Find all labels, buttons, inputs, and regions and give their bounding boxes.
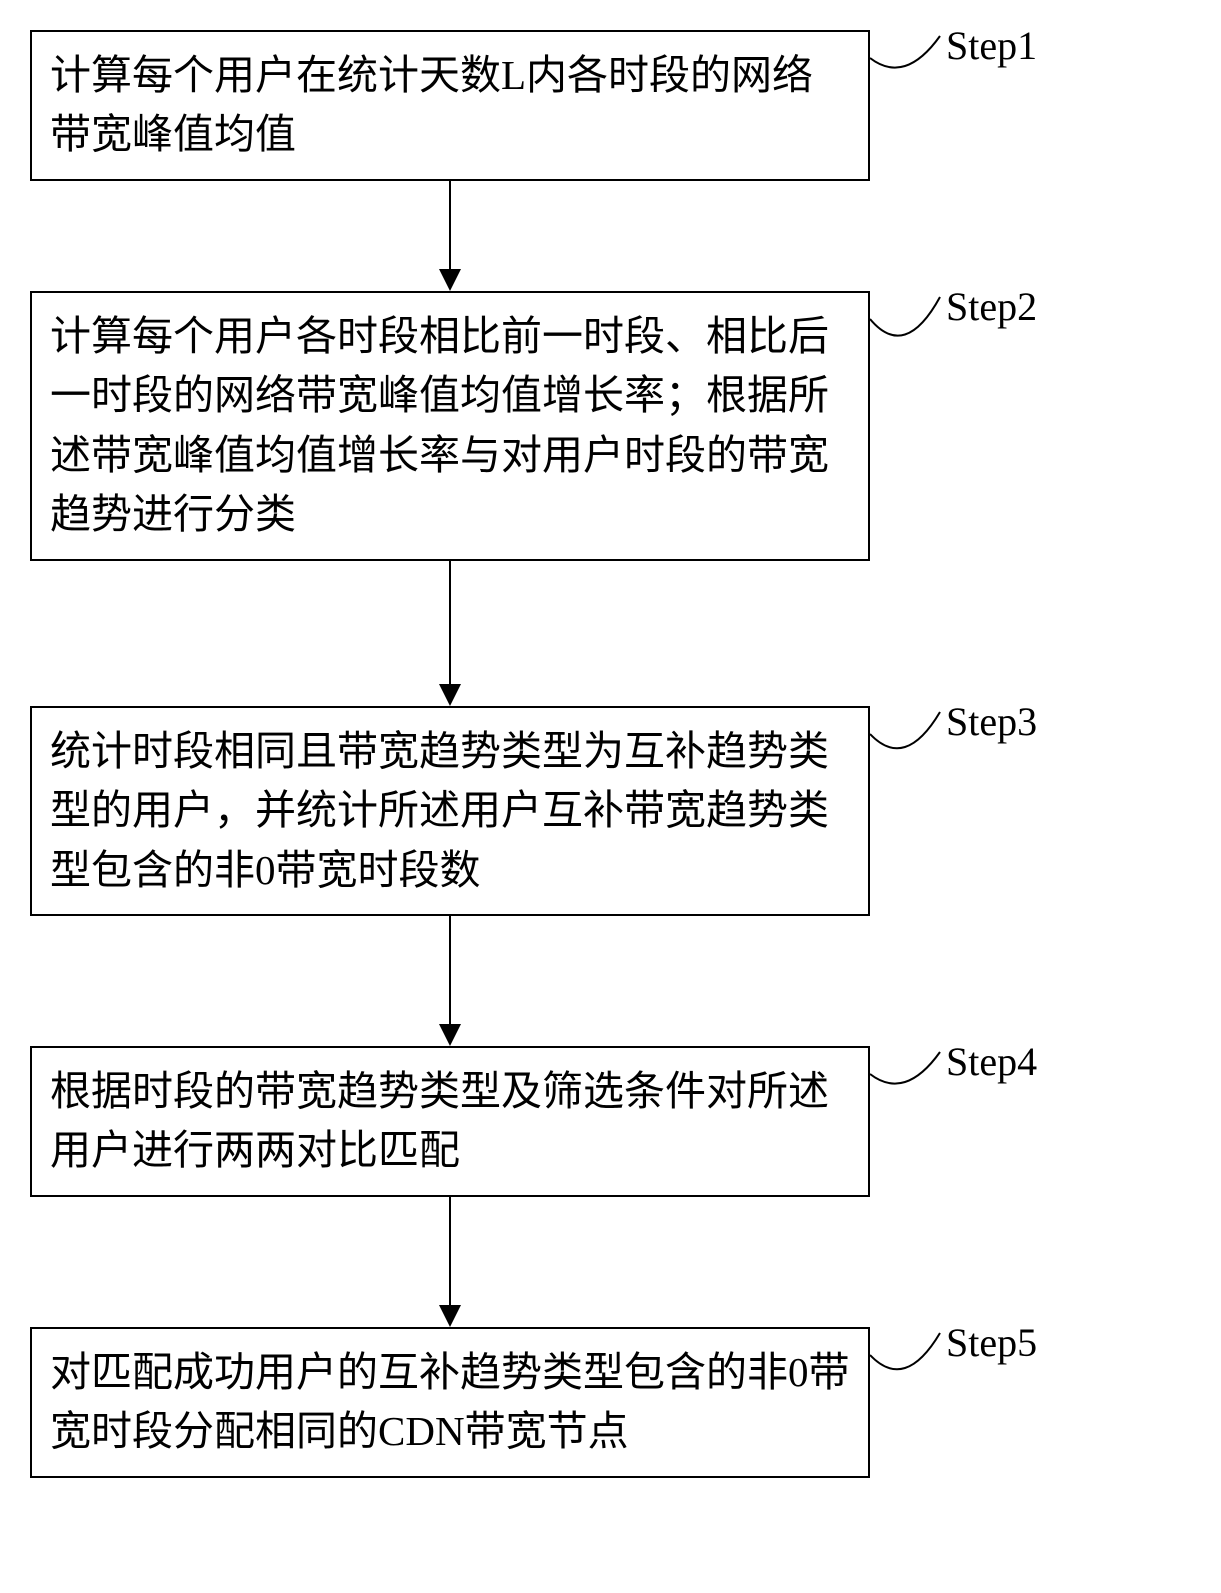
step-4-label: Step4 [946, 1038, 1037, 1085]
step-2-box: 计算每个用户各时段相比前一时段、相比后一时段的网络带宽峰值均值增长率；根据所述带… [30, 291, 870, 561]
arrow-1-head [439, 269, 461, 291]
step-1-wrap: 计算每个用户在统计天数L内各时段的网络带宽峰值均值 Step1 [30, 30, 1190, 181]
arrow-3 [30, 916, 870, 1046]
arrow-4-head [439, 1305, 461, 1327]
flowchart-container: 计算每个用户在统计天数L内各时段的网络带宽峰值均值 Step1 计算每个用户各时… [30, 30, 1190, 1478]
step-5-text: 对匹配成功用户的互补趋势类型包含的非0带宽时段分配相同的CDN带宽节点 [50, 1349, 850, 1454]
step-1-label: Step1 [946, 22, 1037, 69]
arrow-4 [30, 1197, 870, 1327]
arrow-4-shaft [449, 1197, 451, 1305]
step-5-label: Step5 [946, 1319, 1037, 1366]
arrow-3-head [439, 1024, 461, 1046]
step-1-box: 计算每个用户在统计天数L内各时段的网络带宽峰值均值 [30, 30, 870, 181]
step-3-wrap: 统计时段相同且带宽趋势类型为互补趋势类型的用户，并统计所述用户互补带宽趋势类型包… [30, 706, 1190, 916]
step-5-wrap: 对匹配成功用户的互补趋势类型包含的非0带宽时段分配相同的CDN带宽节点 Step… [30, 1327, 1190, 1478]
step-4-box: 根据时段的带宽趋势类型及筛选条件对所述用户进行两两对比匹配 [30, 1046, 870, 1197]
arrow-2-head [439, 684, 461, 706]
step-2-text: 计算每个用户各时段相比前一时段、相比后一时段的网络带宽峰值均值增长率；根据所述带… [50, 313, 829, 537]
step-4-wrap: 根据时段的带宽趋势类型及筛选条件对所述用户进行两两对比匹配 Step4 [30, 1046, 1190, 1197]
step-4-text: 根据时段的带宽趋势类型及筛选条件对所述用户进行两两对比匹配 [50, 1068, 829, 1173]
arrow-3-shaft [449, 916, 451, 1024]
step-3-text: 统计时段相同且带宽趋势类型为互补趋势类型的用户，并统计所述用户互补带宽趋势类型包… [50, 728, 829, 893]
step-1-text: 计算每个用户在统计天数L内各时段的网络带宽峰值均值 [50, 52, 813, 157]
step-2-label: Step2 [946, 283, 1037, 330]
arrow-1 [30, 181, 870, 291]
step-3-label: Step3 [946, 698, 1037, 745]
step-3-box: 统计时段相同且带宽趋势类型为互补趋势类型的用户，并统计所述用户互补带宽趋势类型包… [30, 706, 870, 916]
step-2-wrap: 计算每个用户各时段相比前一时段、相比后一时段的网络带宽峰值均值增长率；根据所述带… [30, 291, 1190, 561]
arrow-2-shaft [449, 561, 451, 684]
arrow-1-shaft [449, 181, 451, 269]
step-5-box: 对匹配成功用户的互补趋势类型包含的非0带宽时段分配相同的CDN带宽节点 [30, 1327, 870, 1478]
arrow-2 [30, 561, 870, 706]
